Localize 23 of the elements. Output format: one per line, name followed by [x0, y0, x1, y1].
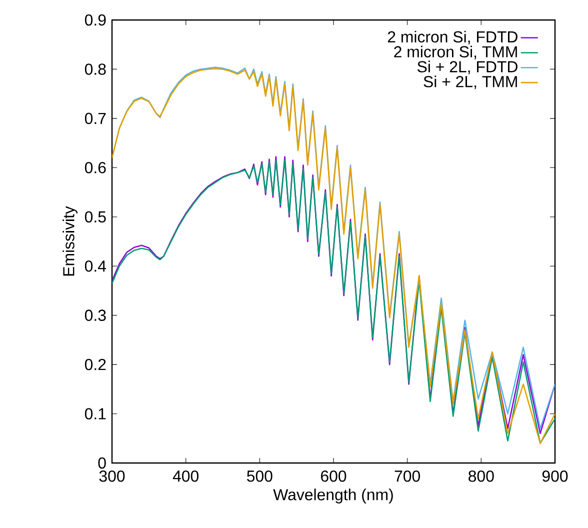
y-tick-label: 0.3	[84, 310, 106, 321]
x-tick-label: 500	[247, 470, 272, 482]
legend-label: 2 micron Si, TMM	[394, 46, 517, 60]
legend-label: Si + 2L, FDTD	[418, 60, 518, 74]
legend-label: 2 micron Si, FDTD	[388, 30, 518, 44]
y-tick-label: 0.6	[84, 162, 106, 174]
y-tick-label: 0	[98, 457, 106, 469]
x-tick-label: 400	[172, 470, 198, 482]
y-tick-label: 0.8	[84, 64, 106, 75]
y-tick-label: 0.9	[84, 14, 106, 26]
y-tick-label: 0.5	[84, 211, 106, 223]
x-tick-label: 600	[321, 470, 346, 482]
y-tick-label: 0.7	[84, 112, 106, 124]
x-tick-label: 900	[542, 470, 568, 482]
x-tick-label: 800	[468, 470, 494, 482]
y-tick-label: 0.4	[84, 260, 106, 272]
y-tick-label: 0.1	[84, 408, 106, 420]
legend-label: Si + 2L, TMM	[424, 76, 517, 90]
x-tick-label: 700	[394, 470, 420, 482]
x-axis-title: Wavelength (nm)	[273, 488, 393, 504]
x-tick-label: 300	[99, 470, 125, 482]
y-tick-label: 0.2	[84, 358, 106, 370]
y-axis-title: Emissivity	[62, 206, 78, 276]
